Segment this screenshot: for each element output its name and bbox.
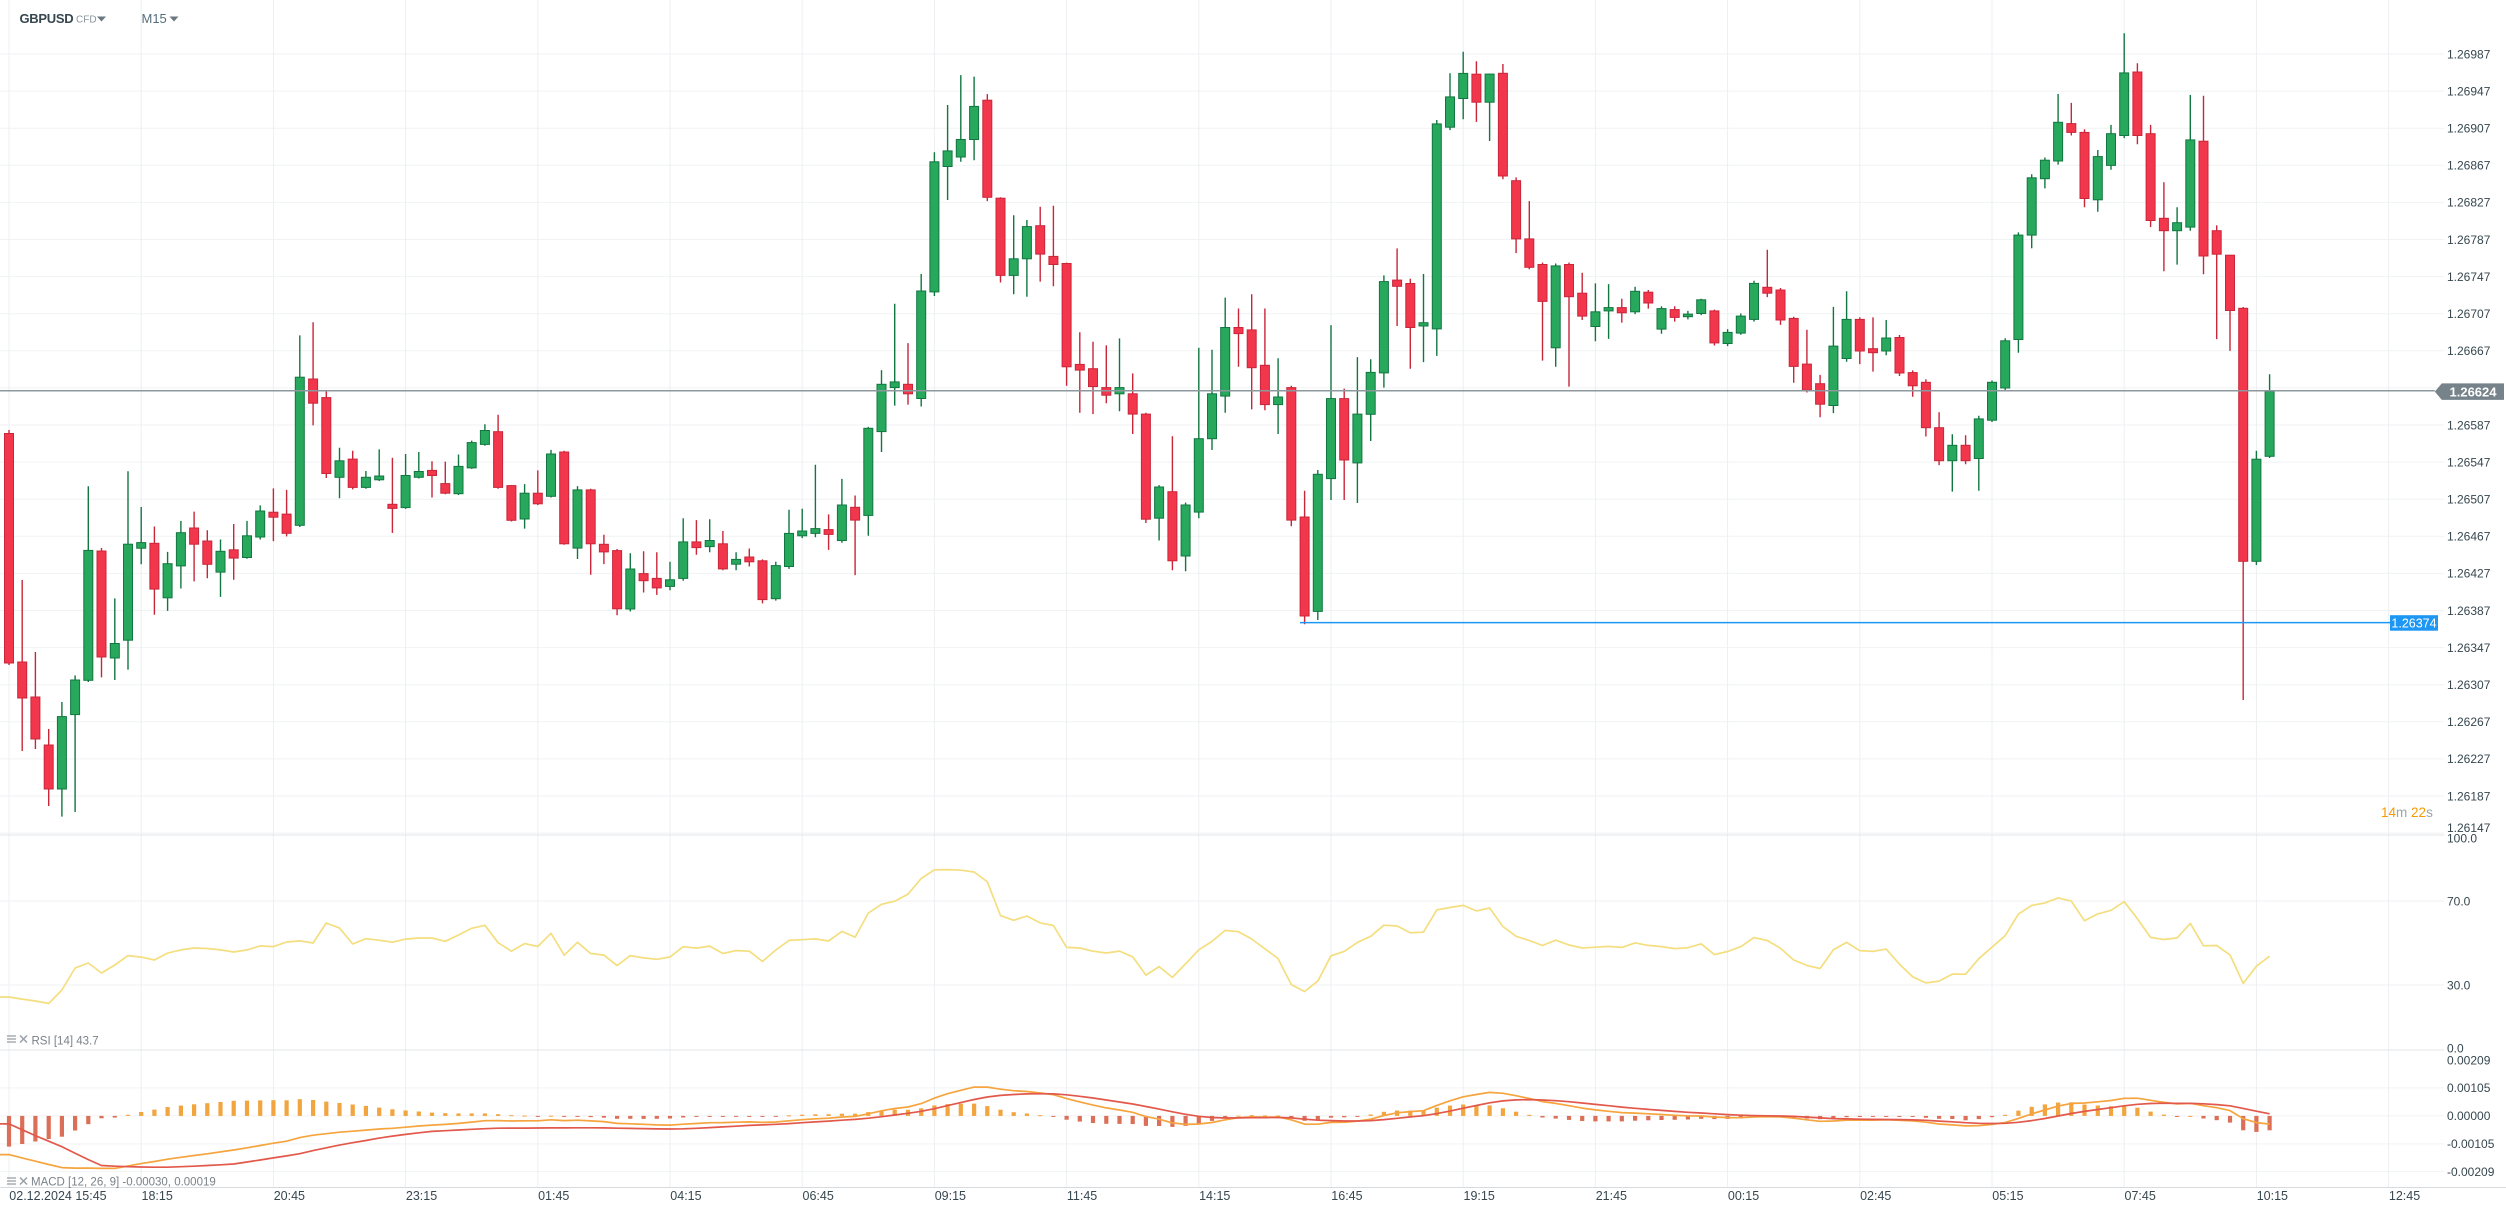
svg-text:12:45: 12:45 xyxy=(2389,1189,2420,1203)
svg-text:16:45: 16:45 xyxy=(1331,1189,1362,1203)
svg-text:1.26624: 1.26624 xyxy=(2450,384,2498,399)
svg-text:MACD [12, 26, 9] -0.00030, 0.: MACD [12, 26, 9] -0.00030, 0.00019 xyxy=(31,1177,216,1189)
svg-text:05:15: 05:15 xyxy=(1992,1189,2023,1203)
svg-text:-0.00105: -0.00105 xyxy=(2447,1137,2495,1151)
svg-text:20:45: 20:45 xyxy=(274,1189,305,1203)
svg-text:07:45: 07:45 xyxy=(2125,1189,2156,1203)
svg-text:23:15: 23:15 xyxy=(406,1189,437,1203)
svg-text:M15: M15 xyxy=(142,11,167,26)
svg-text:1.26267: 1.26267 xyxy=(2447,715,2491,729)
svg-text:GBPUSD: GBPUSD xyxy=(20,11,74,26)
svg-text:09:15: 09:15 xyxy=(935,1189,966,1203)
svg-text:1.26227: 1.26227 xyxy=(2447,752,2491,766)
svg-text:1.26387: 1.26387 xyxy=(2447,604,2491,618)
svg-text:1.26787: 1.26787 xyxy=(2447,233,2491,247)
svg-text:1.26507: 1.26507 xyxy=(2447,493,2491,507)
svg-text:1.26427: 1.26427 xyxy=(2447,567,2491,581)
svg-text:02:45: 02:45 xyxy=(1860,1189,1891,1203)
svg-text:10:15: 10:15 xyxy=(2257,1189,2288,1203)
svg-text:00:15: 00:15 xyxy=(1728,1189,1759,1203)
svg-text:70.0: 70.0 xyxy=(2447,894,2471,908)
svg-text:06:45: 06:45 xyxy=(803,1189,834,1203)
svg-text:1.26147: 1.26147 xyxy=(2447,821,2491,835)
svg-text:1.26867: 1.26867 xyxy=(2447,159,2491,173)
svg-text:1.26667: 1.26667 xyxy=(2447,344,2491,358)
svg-text:1.26347: 1.26347 xyxy=(2447,641,2491,655)
svg-text:RSI [14] 43.7: RSI [14] 43.7 xyxy=(32,1036,99,1048)
svg-text:01:45: 01:45 xyxy=(538,1189,569,1203)
svg-text:04:15: 04:15 xyxy=(670,1189,701,1203)
svg-text:19:15: 19:15 xyxy=(1464,1189,1495,1203)
svg-text:1.26707: 1.26707 xyxy=(2447,307,2491,321)
svg-text:0.00000: 0.00000 xyxy=(2447,1109,2491,1123)
svg-text:1.26987: 1.26987 xyxy=(2447,47,2491,61)
svg-text:1.26947: 1.26947 xyxy=(2447,84,2491,98)
svg-text:0.0: 0.0 xyxy=(2447,1041,2464,1055)
svg-text:1.26187: 1.26187 xyxy=(2447,789,2491,803)
svg-text:14:15: 14:15 xyxy=(1199,1189,1230,1203)
svg-text:1.26307: 1.26307 xyxy=(2447,678,2491,692)
svg-text:1.26374: 1.26374 xyxy=(2391,616,2436,630)
svg-text:21:45: 21:45 xyxy=(1596,1189,1627,1203)
svg-text:1.26827: 1.26827 xyxy=(2447,196,2491,210)
svg-text:11:45: 11:45 xyxy=(1067,1189,1097,1203)
svg-text:CFD: CFD xyxy=(76,15,97,26)
svg-text:0.00209: 0.00209 xyxy=(2447,1054,2491,1068)
svg-text:1.26587: 1.26587 xyxy=(2447,418,2491,432)
svg-text:30.0: 30.0 xyxy=(2447,978,2471,992)
svg-text:18:15: 18:15 xyxy=(142,1189,173,1203)
svg-text:1.26747: 1.26747 xyxy=(2447,270,2491,284)
svg-text:0.00105: 0.00105 xyxy=(2447,1081,2491,1095)
svg-text:-0.00209: -0.00209 xyxy=(2447,1165,2495,1179)
svg-text:100.0: 100.0 xyxy=(2447,831,2477,845)
svg-text:1.26907: 1.26907 xyxy=(2447,122,2491,136)
svg-text:02.12.2024 15:45: 02.12.2024 15:45 xyxy=(9,1189,106,1203)
svg-text:1.26547: 1.26547 xyxy=(2447,455,2491,469)
svg-text:14m 22s: 14m 22s xyxy=(2381,805,2433,820)
svg-text:1.26467: 1.26467 xyxy=(2447,530,2491,544)
